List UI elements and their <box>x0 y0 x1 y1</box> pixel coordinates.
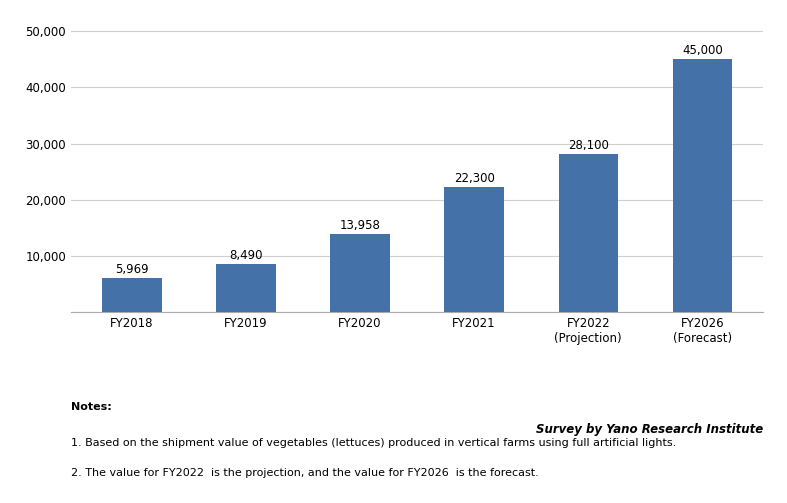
Bar <box>673 59 732 312</box>
Text: 28,100: 28,100 <box>567 139 608 152</box>
Text: Survey by Yano Research Institute: Survey by Yano Research Institute <box>536 423 763 436</box>
Text: 22,300: 22,300 <box>453 172 494 185</box>
Bar <box>559 154 618 312</box>
Text: 5,969: 5,969 <box>115 264 149 277</box>
Text: 2. The value for FY2022  is the projection, and the value for FY2026  is the for: 2. The value for FY2022 is the projectio… <box>71 468 538 478</box>
Bar <box>331 233 390 312</box>
Text: 8,490: 8,490 <box>229 249 263 262</box>
Bar <box>445 187 504 312</box>
Bar <box>102 278 161 312</box>
Text: Notes:: Notes: <box>71 402 112 412</box>
Text: 45,000: 45,000 <box>682 44 722 57</box>
Bar <box>216 264 275 312</box>
Text: 13,958: 13,958 <box>340 219 381 231</box>
Text: 1. Based on the shipment value of vegetables (lettuces) produced in vertical far: 1. Based on the shipment value of vegeta… <box>71 438 676 448</box>
